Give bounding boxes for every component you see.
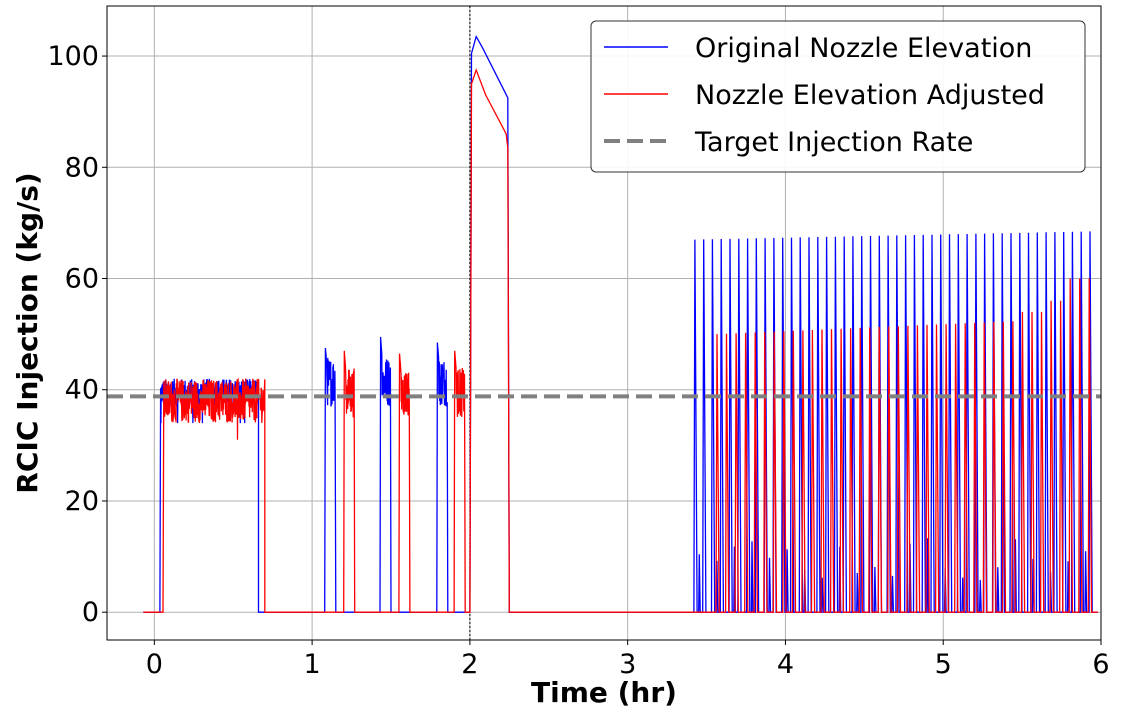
y-tick-label: 0: [82, 597, 99, 628]
legend-box: [590, 20, 1086, 173]
x-tick-label: 1: [304, 649, 321, 680]
y-tick-label: 40: [65, 375, 99, 406]
x-tick-label: 3: [619, 649, 636, 680]
legend-entry-label: Nozzle Elevation Adjusted: [695, 80, 1045, 111]
x-tick-label: 6: [1092, 649, 1109, 680]
x-tick-label: 0: [146, 649, 163, 680]
y-tick-label: 80: [65, 152, 99, 183]
legend: Original Nozzle Elevation Nozzle Elevatio…: [590, 20, 1086, 173]
adjusted-nozzle-line: [143, 68, 1098, 613]
y-axis-title: RCIC Injection (kg/s): [11, 172, 44, 493]
y-tick-label: 100: [47, 41, 99, 72]
legend-entry-label: Target Injection Rate: [694, 127, 973, 158]
x-tick-label: 4: [777, 649, 794, 680]
plot-area: [107, 34, 1101, 613]
y-tick-label: 20: [65, 486, 99, 517]
x-tick-label: 5: [935, 649, 952, 680]
y-tick-label: 60: [65, 264, 99, 295]
x-axis-title: Time (hr): [531, 676, 677, 709]
axes-frame: [106, 5, 1102, 641]
legend-entry-label: Original Nozzle Elevation: [695, 33, 1032, 64]
x-tick-label: 2: [461, 649, 478, 680]
